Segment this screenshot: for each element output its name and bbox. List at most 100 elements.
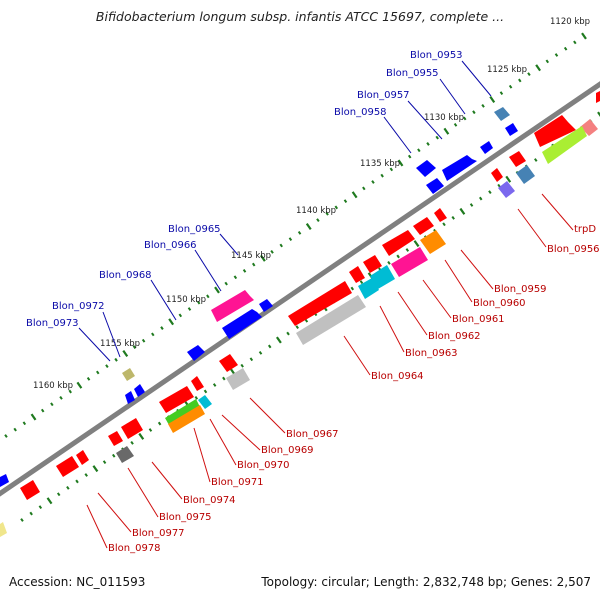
gene-label[interactable]: trpD bbox=[574, 224, 596, 235]
gene-label[interactable]: Blon_0956 bbox=[547, 244, 600, 255]
gene-arrow[interactable] bbox=[20, 480, 40, 500]
minor-tick-dot bbox=[481, 103, 485, 108]
gene-arrow[interactable] bbox=[0, 474, 9, 487]
gene-label[interactable]: Blon_0972 bbox=[52, 301, 105, 312]
gene-arrow[interactable] bbox=[198, 395, 212, 409]
gene-arrow[interactable] bbox=[259, 299, 273, 312]
gene-arrow[interactable] bbox=[0, 522, 7, 537]
gene-label[interactable]: Blon_0969 bbox=[261, 445, 314, 456]
gene-label[interactable]: Blon_0971 bbox=[211, 477, 264, 488]
gene-arrow[interactable] bbox=[442, 155, 477, 181]
gene-arrow[interactable] bbox=[434, 208, 447, 222]
gene-arrow[interactable] bbox=[122, 368, 135, 381]
gene-arrow[interactable] bbox=[76, 450, 89, 465]
gene-arrow[interactable] bbox=[134, 384, 145, 397]
gene-arrow[interactable] bbox=[363, 255, 382, 273]
kbp-tick-label: 1130 kbp bbox=[424, 113, 464, 123]
gene-arrow[interactable] bbox=[349, 266, 365, 283]
gene-arrow[interactable] bbox=[226, 368, 250, 390]
minor-tick-dot bbox=[242, 269, 247, 273]
reverse-strand-genes bbox=[0, 115, 598, 537]
minor-tick-dot bbox=[141, 338, 146, 343]
gene-arrow[interactable] bbox=[596, 91, 600, 103]
gene-arrow[interactable] bbox=[494, 107, 510, 121]
gene-label[interactable]: Blon_0973 bbox=[26, 318, 79, 329]
minor-tick-dot bbox=[462, 116, 467, 121]
gene-label[interactable]: Blon_0970 bbox=[237, 460, 290, 471]
gene-arrow[interactable] bbox=[296, 295, 366, 345]
minor-tick-dot bbox=[112, 453, 116, 458]
gene-label[interactable]: Blon_0968 bbox=[99, 270, 152, 281]
leader-line bbox=[343, 335, 371, 376]
minor-tick-dot bbox=[40, 408, 45, 413]
major-tick-dot bbox=[46, 497, 53, 505]
minor-tick-dot bbox=[105, 364, 109, 369]
minor-tick-dot bbox=[196, 300, 201, 305]
leader-line bbox=[517, 208, 547, 248]
gene-label[interactable]: Blon_0966 bbox=[144, 240, 197, 251]
major-tick-dot bbox=[351, 191, 358, 199]
gene-label[interactable]: Blon_0974 bbox=[183, 495, 236, 506]
gene-label[interactable]: Blon_0953 bbox=[410, 50, 463, 61]
gene-label[interactable]: Blon_0960 bbox=[473, 298, 526, 309]
major-tick-dot bbox=[581, 32, 587, 40]
gene-label[interactable]: Blon_0962 bbox=[428, 331, 481, 342]
gene-label[interactable]: Blon_0958 bbox=[334, 107, 387, 118]
gene-label[interactable]: Blon_0967 bbox=[286, 429, 339, 440]
gene-arrow[interactable] bbox=[413, 217, 434, 235]
gene-arrow[interactable] bbox=[416, 160, 436, 177]
gene-arrow[interactable] bbox=[391, 247, 428, 277]
map-title: Bifidobacterium longum subsp. infantis A… bbox=[95, 9, 505, 24]
gene-arrow[interactable] bbox=[480, 141, 493, 154]
major-tick-dot bbox=[275, 336, 282, 344]
minor-tick-dot bbox=[350, 286, 355, 291]
minor-tick-dot bbox=[442, 222, 446, 227]
gene-arrow[interactable] bbox=[516, 165, 535, 184]
gene-arrow[interactable] bbox=[491, 168, 503, 182]
gene-label[interactable]: Blon_0961 bbox=[452, 314, 505, 325]
minor-tick-dot bbox=[212, 383, 217, 387]
gene-label[interactable]: Blon_0965 bbox=[168, 224, 221, 235]
gene-arrow[interactable] bbox=[116, 446, 134, 463]
gene-arrow[interactable] bbox=[56, 456, 79, 477]
gene-label[interactable]: Blon_0978 bbox=[108, 543, 161, 554]
gene-arrow[interactable] bbox=[211, 290, 254, 322]
gene-label[interactable]: Blon_0955 bbox=[386, 68, 439, 79]
gene-arrow[interactable] bbox=[108, 431, 123, 446]
gene-label[interactable]: Blon_0957 bbox=[357, 90, 410, 101]
gene-arrow[interactable] bbox=[165, 399, 200, 425]
gene-arrow[interactable] bbox=[505, 123, 518, 136]
minor-tick-dot bbox=[563, 46, 568, 51]
gene-arrow[interactable] bbox=[358, 278, 379, 299]
major-tick-dot bbox=[489, 95, 496, 103]
gene-arrow[interactable] bbox=[509, 151, 526, 167]
gene-arrow[interactable] bbox=[159, 386, 194, 413]
gene-arrow[interactable] bbox=[187, 345, 205, 361]
gene-arrow[interactable] bbox=[498, 181, 515, 198]
gene-arrow[interactable] bbox=[382, 230, 415, 256]
gene-label[interactable]: Blon_0964 bbox=[371, 371, 424, 382]
gene-arrow[interactable] bbox=[125, 391, 135, 404]
gene-label[interactable]: Blon_0977 bbox=[132, 528, 185, 539]
gene-arrow[interactable] bbox=[222, 309, 262, 339]
gene-label[interactable]: Blon_0963 bbox=[405, 348, 458, 359]
gene-arrow[interactable] bbox=[542, 126, 587, 164]
gene-arrow[interactable] bbox=[580, 119, 598, 136]
gene-label[interactable]: Blon_0975 bbox=[159, 512, 212, 523]
gene-arrow[interactable] bbox=[420, 230, 446, 254]
gene-arrow[interactable] bbox=[168, 405, 205, 433]
gene-arrow[interactable] bbox=[534, 115, 576, 147]
gene-arrow[interactable] bbox=[426, 178, 444, 194]
kbp-tick-label: 1140 kbp bbox=[296, 206, 336, 216]
minor-tick-dot bbox=[297, 230, 302, 235]
gene-arrow[interactable] bbox=[370, 265, 395, 289]
gene-arrow[interactable] bbox=[191, 376, 204, 391]
gene-arrow[interactable] bbox=[121, 418, 143, 439]
minor-tick-dot bbox=[518, 78, 522, 83]
gene-arrow[interactable] bbox=[219, 354, 238, 372]
leader-line bbox=[397, 291, 428, 336]
gene-arrow[interactable] bbox=[288, 281, 352, 326]
major-tick-dot bbox=[413, 240, 420, 248]
gene-label[interactable]: Blon_0959 bbox=[494, 284, 547, 295]
leader-line bbox=[78, 327, 111, 362]
